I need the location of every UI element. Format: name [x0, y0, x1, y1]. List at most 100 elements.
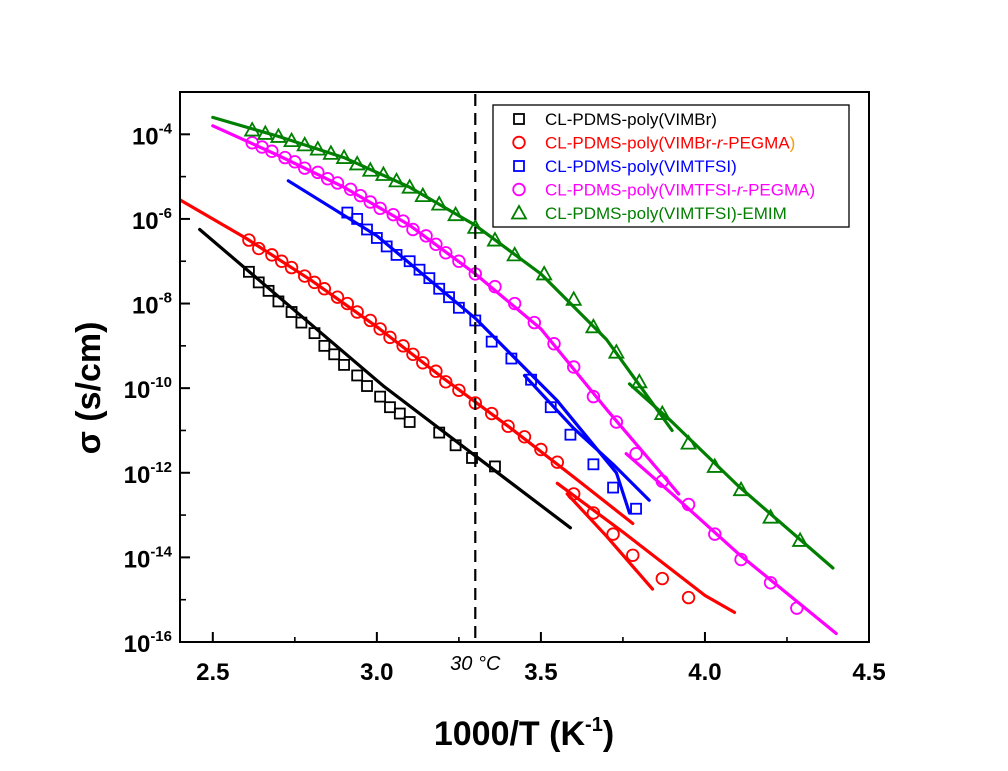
data-point-1-13	[374, 390, 387, 403]
data-point-2-15	[396, 339, 410, 353]
data-point-5-20	[535, 265, 553, 281]
data-point-1-10	[338, 358, 350, 371]
temperature-annotation: 30 °C	[450, 653, 501, 675]
data-point-4-14	[386, 207, 400, 222]
data-point-1-2	[252, 276, 265, 289]
data-point-1-12	[361, 380, 373, 392]
fit-line-2-1	[180, 198, 635, 526]
data-point-4-11	[353, 188, 368, 203]
data-point-2-2	[252, 241, 266, 256]
data-point-2-30	[626, 548, 640, 562]
data-point-4-29	[629, 447, 643, 461]
y-axis-label: σ (s/cm)	[70, 322, 108, 455]
data-point-2-1	[242, 233, 256, 247]
data-point-2-3	[265, 248, 279, 262]
data-point-5-5	[296, 136, 314, 152]
x-tick-label-1: 2.5	[196, 659, 229, 686]
data-point-1-17	[433, 426, 446, 439]
data-point-4-27	[586, 389, 601, 404]
data-point-2-27	[567, 487, 581, 501]
data-point-4-19	[439, 246, 453, 260]
data-point-5-12	[388, 172, 406, 188]
data-point-5-26	[680, 434, 698, 450]
data-point-4-32	[708, 527, 722, 541]
data-point-3-21	[630, 502, 642, 515]
data-point-4-16	[406, 222, 420, 237]
data-point-4-24	[527, 315, 542, 330]
data-point-3-4	[370, 232, 383, 244]
fit-line-4-2	[624, 452, 838, 636]
data-point-4-26	[567, 360, 581, 374]
data-point-5-15	[430, 195, 448, 211]
data-point-5-16	[447, 205, 465, 222]
y-tick-label-4: 10-10	[124, 374, 172, 404]
data-point-5-18	[486, 231, 504, 247]
data-point-5-29	[762, 508, 780, 524]
data-point-5-23	[607, 343, 625, 359]
data-point-2-9	[330, 290, 345, 304]
fit-line-5-2	[627, 382, 835, 570]
data-point-2-16	[406, 347, 420, 362]
data-point-3-11	[443, 291, 455, 304]
data-point-2-13	[373, 322, 387, 336]
data-point-1-5	[285, 306, 298, 318]
data-point-2-17	[416, 356, 430, 370]
data-point-4-34	[763, 576, 778, 590]
legend-label-3: CL-PDMS-poly(VIMTFSI)	[545, 157, 737, 176]
data-point-5-11	[374, 165, 392, 181]
data-point-1-16	[403, 416, 416, 428]
data-point-2-29	[606, 527, 620, 541]
data-point-3-16	[525, 373, 537, 386]
fit-line-2-3	[565, 492, 655, 591]
data-point-4-22	[488, 279, 502, 294]
data-point-3-6	[390, 248, 403, 261]
data-point-2-25	[534, 442, 548, 457]
legend-box	[492, 104, 850, 228]
data-point-2-12	[363, 313, 377, 328]
data-point-5-2	[256, 124, 274, 140]
data-point-2-5	[284, 260, 299, 275]
plot-frame	[179, 91, 870, 643]
data-point-3-15	[505, 352, 518, 365]
data-point-4-20	[452, 254, 466, 268]
data-point-2-14	[383, 330, 397, 345]
data-point-5-24	[630, 372, 648, 389]
data-point-5-28	[732, 480, 750, 497]
data-point-2-6	[297, 269, 312, 283]
y-tick-label-6: 10-14	[124, 543, 173, 573]
data-point-5-7	[322, 144, 340, 160]
data-point-1-14	[384, 401, 396, 414]
data-point-5-14	[414, 186, 432, 203]
x-tick-label-4: 4.0	[688, 659, 721, 686]
data-point-2-7	[307, 275, 322, 290]
data-point-4-18	[429, 237, 443, 252]
legend-marker-4	[512, 182, 526, 197]
data-point-4-5	[288, 155, 302, 169]
x-tick-label-2: 3.0	[360, 659, 393, 686]
data-point-1-8	[318, 339, 331, 352]
data-point-4-13	[373, 201, 387, 216]
data-point-1-19	[466, 452, 478, 464]
data-point-3-8	[413, 263, 426, 276]
data-point-1-6	[295, 316, 308, 329]
legend-marker-1	[513, 113, 525, 125]
y-tick-label-7: 10-16	[124, 628, 172, 658]
legend-marker-3	[513, 160, 525, 172]
data-point-2-31	[655, 571, 670, 586]
data-point-5-21	[565, 290, 583, 306]
data-point-3-9	[423, 272, 436, 285]
x-tick-label-5: 4.5	[852, 659, 885, 686]
data-point-4-3	[265, 144, 279, 158]
data-point-3-20	[607, 481, 619, 494]
data-point-4-35	[790, 601, 804, 615]
data-point-4-6	[297, 161, 312, 175]
data-point-3-5	[380, 240, 393, 253]
legend-label-2: CL-PDMS-poly(VIMBr-r-PEGMA)	[545, 134, 795, 153]
legend-label-1: CL-PDMS-poly(VIMBr)	[545, 110, 717, 129]
data-point-4-31	[681, 497, 696, 512]
data-point-3-1	[341, 206, 354, 219]
data-point-1-20	[489, 460, 501, 473]
data-point-1-3	[262, 284, 275, 297]
data-point-3-17	[544, 401, 557, 414]
